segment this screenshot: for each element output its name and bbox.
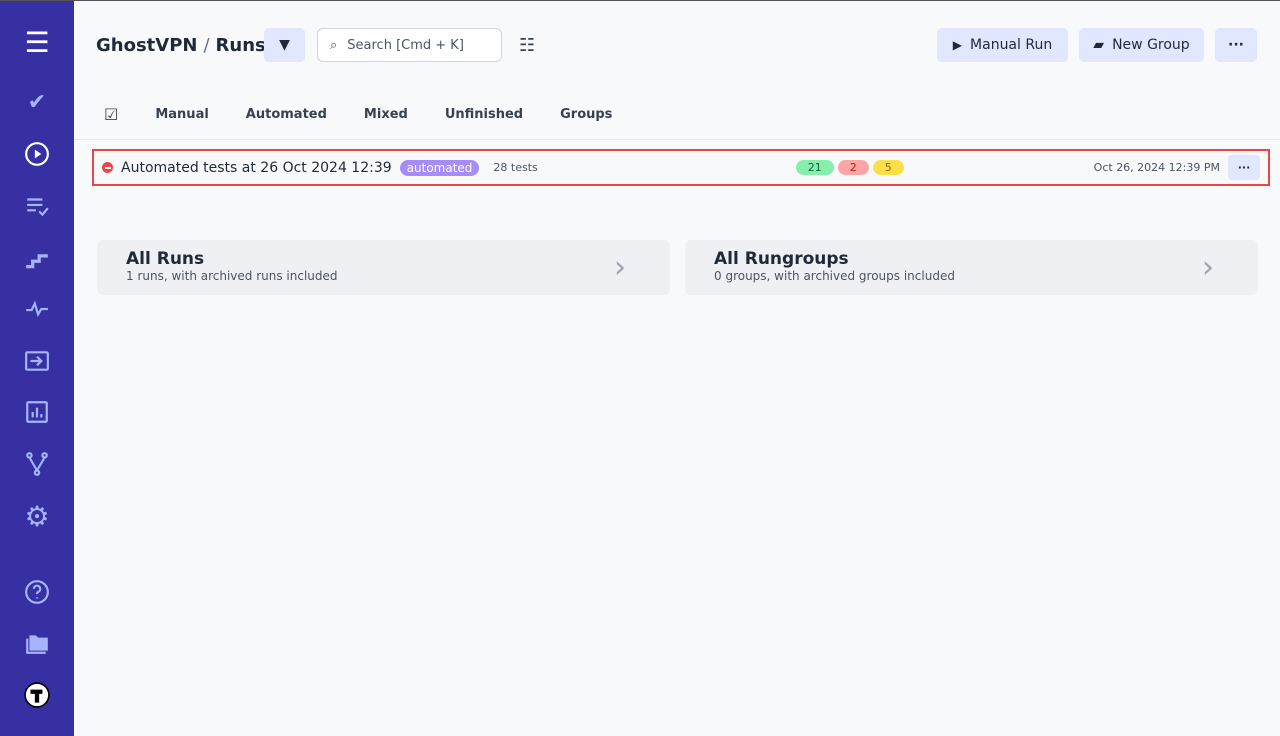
analytics-icon[interactable]	[17, 392, 57, 432]
help-icon[interactable]	[17, 572, 57, 612]
card-title: All Rungroups	[714, 249, 849, 269]
tab-manual[interactable]: Manual	[155, 107, 209, 122]
tab-groups[interactable]: Groups	[560, 107, 613, 122]
steps-icon[interactable]	[17, 238, 57, 278]
card-title: All Runs	[126, 249, 205, 269]
tab-unfinished[interactable]: Unfinished	[444, 107, 524, 122]
play-icon: ▶	[952, 38, 963, 52]
checklist-icon[interactable]	[17, 186, 57, 226]
select-all-icon[interactable]: ☑	[104, 105, 119, 124]
card-subtitle: 0 groups, with archived groups included	[714, 269, 955, 283]
failed-status-icon	[102, 162, 113, 173]
folder-plus-icon: ▰	[1093, 37, 1105, 53]
run-type-badge: automated	[399, 159, 480, 176]
new-group-label: New Group	[1112, 37, 1190, 53]
branch-icon[interactable]	[17, 444, 57, 484]
all-rungroups-card[interactable]: All Rungroups 0 groups, with archived gr…	[685, 240, 1258, 295]
test-count: 28 tests	[493, 161, 538, 174]
search-placeholder: Search [Cmd + K]	[347, 37, 464, 53]
skipped-count: 5	[872, 160, 904, 175]
pulse-icon[interactable]	[17, 289, 57, 329]
play-circle-icon[interactable]	[17, 134, 57, 174]
card-subtitle: 1 runs, with archived runs included	[126, 269, 338, 283]
run-row[interactable]: Automated tests at 26 Oct 2024 12:39 aut…	[92, 149, 1270, 186]
run-stats: 21 2 5	[795, 160, 908, 175]
run-title[interactable]: Automated tests at 26 Oct 2024 12:39	[121, 159, 392, 176]
page-title: Runs	[215, 35, 266, 56]
tab-mixed[interactable]: Mixed	[363, 107, 408, 122]
filter-icon: ▼	[279, 37, 290, 53]
tab-automated[interactable]: Automated	[245, 107, 327, 122]
breadcrumb-project[interactable]: GhostVPN	[96, 35, 198, 56]
more-button[interactable]: ···	[1215, 28, 1257, 62]
search-icon: ⌕	[330, 37, 338, 53]
breadcrumb: GhostVPN / Runs	[96, 35, 266, 56]
manual-run-button[interactable]: ▶ Manual Run	[937, 28, 1068, 62]
tabs: ☑ Manual Automated Mixed Unfinished Grou…	[104, 105, 649, 124]
breadcrumb-separator: /	[203, 35, 210, 56]
menu-icon[interactable]: ☰	[24, 25, 50, 59]
all-runs-card[interactable]: All Runs 1 runs, with archived runs incl…	[97, 240, 670, 295]
avatar[interactable]	[17, 675, 57, 715]
chevron-right-icon: ›	[614, 250, 626, 285]
folder-icon[interactable]	[17, 623, 57, 663]
failed-count: 2	[837, 160, 869, 175]
divider	[74, 139, 1280, 140]
passed-count: 21	[795, 160, 834, 175]
checkmark-icon[interactable]: ✔	[27, 89, 47, 115]
run-date: Oct 26, 2024 12:39 PM	[1093, 161, 1220, 174]
filter-button[interactable]: ▼	[264, 28, 305, 62]
sidebar: ☰ ✔ ⚙	[0, 1, 74, 736]
gear-icon[interactable]: ⚙	[24, 499, 50, 533]
new-group-button[interactable]: ▰ New Group	[1079, 28, 1204, 62]
manual-run-label: Manual Run	[970, 37, 1053, 53]
run-more-button[interactable]: ···	[1228, 155, 1260, 180]
import-icon[interactable]	[17, 341, 57, 381]
chevron-right-icon: ›	[1202, 250, 1214, 285]
search-input[interactable]: ⌕ Search [Cmd + K]	[317, 28, 502, 62]
settings-sliders-icon[interactable]: ☷	[519, 35, 536, 56]
